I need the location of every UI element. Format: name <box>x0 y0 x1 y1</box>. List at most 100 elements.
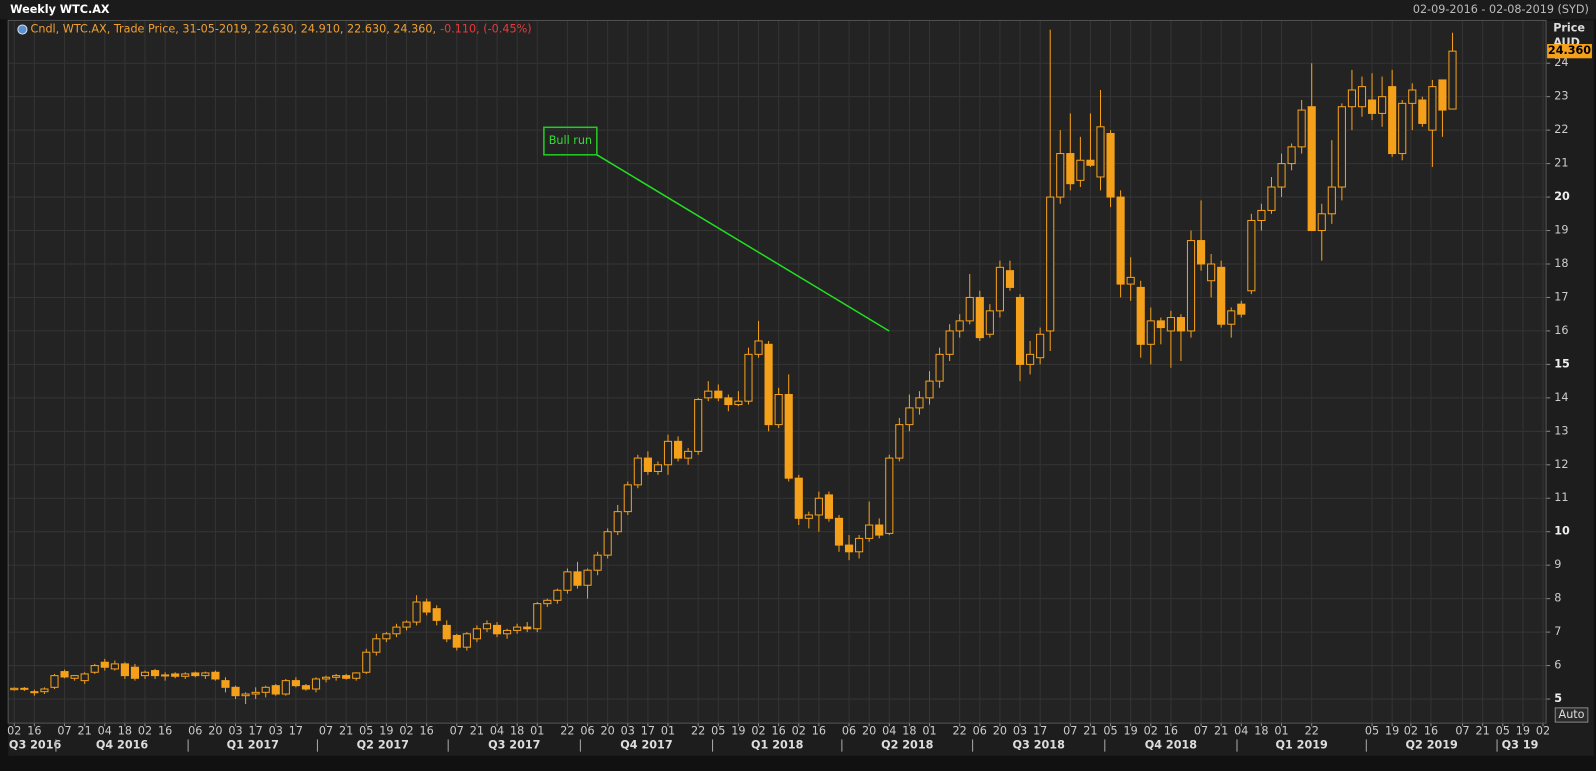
quarter-label: Q4 2017 <box>620 739 672 752</box>
x-tick-label: 16 <box>1424 724 1438 737</box>
y-tick-label: 15 <box>1554 357 1570 370</box>
candle-body <box>20 687 29 690</box>
candle-body <box>1247 219 1256 292</box>
x-tick-label: 18 <box>1254 724 1268 737</box>
x-tick-label: 21 <box>78 724 92 737</box>
candle-body <box>1056 153 1065 198</box>
y-tick-label: 22 <box>1554 123 1568 136</box>
candle-body <box>311 678 321 690</box>
candle-body <box>653 464 663 472</box>
x-tick-label: 02 <box>1144 724 1158 737</box>
candle-body <box>1217 266 1226 325</box>
x-tick-label: 04 <box>882 724 896 737</box>
x-tick-label: 18 <box>510 724 524 737</box>
x-tick-label: 02 <box>138 724 152 737</box>
candle-body <box>503 629 512 635</box>
candle-body <box>130 666 140 679</box>
x-tick-label: 20 <box>601 724 615 737</box>
candle-body <box>814 497 823 516</box>
candle-body <box>824 494 834 519</box>
candle-body <box>925 380 934 399</box>
y-tick-label: 9 <box>1554 558 1561 571</box>
candle-body <box>281 680 290 695</box>
legend-change: -0.110, (-0.45%) <box>440 23 531 36</box>
candle-body <box>995 266 1004 312</box>
y-tick-label: 13 <box>1554 424 1568 437</box>
candle-body <box>1015 296 1025 365</box>
quarter-label: Q1 2019 <box>1275 739 1328 752</box>
x-tick-label: 16 <box>27 724 41 737</box>
x-tick-label: 21 <box>339 724 353 737</box>
candle-body <box>412 601 421 623</box>
candle-body <box>945 330 954 355</box>
x-tick-label: 18 <box>118 724 132 737</box>
quarter-label: Q3 2017 <box>488 739 540 752</box>
candle-body <box>1106 132 1115 198</box>
x-tick-label: 19 <box>1124 724 1138 737</box>
candle-body <box>633 457 642 486</box>
candle-body <box>1237 303 1246 315</box>
candle-body <box>935 353 944 382</box>
y-tick-label: 23 <box>1554 90 1568 103</box>
candle-body <box>523 626 532 630</box>
plot-border <box>7 19 1547 724</box>
candle-body <box>321 676 331 680</box>
x-tick-label: 02 <box>1536 724 1550 737</box>
candle-body <box>985 310 994 335</box>
candle-body <box>392 626 401 635</box>
plot-area <box>8 20 1547 724</box>
candle-body <box>402 621 411 628</box>
candle-body <box>1257 209 1266 221</box>
x-axis-area <box>8 723 1594 756</box>
x-tick-label: 03 <box>1013 724 1027 737</box>
x-tick-label: 17 <box>249 724 263 737</box>
auto-button-label[interactable]: Auto <box>1559 708 1585 721</box>
candle-body <box>181 673 190 677</box>
candle-body <box>1146 320 1155 345</box>
candle-body <box>543 599 552 605</box>
annotation-box <box>543 126 598 156</box>
chart-title: Weekly WTC.AX <box>10 3 110 16</box>
candle-body <box>140 671 150 677</box>
candle-body <box>1026 353 1035 365</box>
x-tick-label: 06 <box>973 724 987 737</box>
candle-body <box>744 353 753 402</box>
candle-body <box>623 484 632 513</box>
candle-body <box>1126 276 1135 285</box>
candle-body <box>865 524 874 539</box>
x-tick-label: 19 <box>731 724 745 737</box>
candle-body <box>1176 317 1186 332</box>
candle-body <box>352 672 361 679</box>
candle-body <box>885 457 894 534</box>
x-tick-label: 04 <box>1234 724 1248 737</box>
candle-body <box>1277 163 1286 188</box>
x-tick-label: 22 <box>691 724 705 737</box>
x-tick-label: 02 <box>7 724 21 737</box>
candle-body <box>1207 263 1216 282</box>
x-tick-label: 04 <box>98 724 112 737</box>
quarter-label: Q1 2018 <box>751 739 804 752</box>
candle-body <box>110 663 119 670</box>
candle-body <box>1186 240 1196 332</box>
x-tick-label: 02 <box>399 724 413 737</box>
candle-body <box>1337 106 1346 188</box>
candle-body <box>332 675 341 678</box>
candle-body <box>120 663 129 677</box>
quarter-label: Q4 2018 <box>1145 739 1198 752</box>
x-tick-label: 05 <box>359 724 373 737</box>
candle-body <box>271 685 280 695</box>
candle-body <box>382 633 391 640</box>
candle-body <box>673 440 683 459</box>
x-tick-label: 21 <box>470 724 484 737</box>
auto-button[interactable] <box>1554 707 1589 723</box>
annotation-line <box>596 154 890 332</box>
x-tick-label: 20 <box>993 724 1007 737</box>
candle-body <box>1378 96 1387 114</box>
x-tick-label: 05 <box>711 724 725 737</box>
candle-body <box>171 673 180 677</box>
candle-body <box>794 477 803 519</box>
y-tick-label: 12 <box>1554 458 1568 471</box>
x-tick-label: 03 <box>621 724 635 737</box>
